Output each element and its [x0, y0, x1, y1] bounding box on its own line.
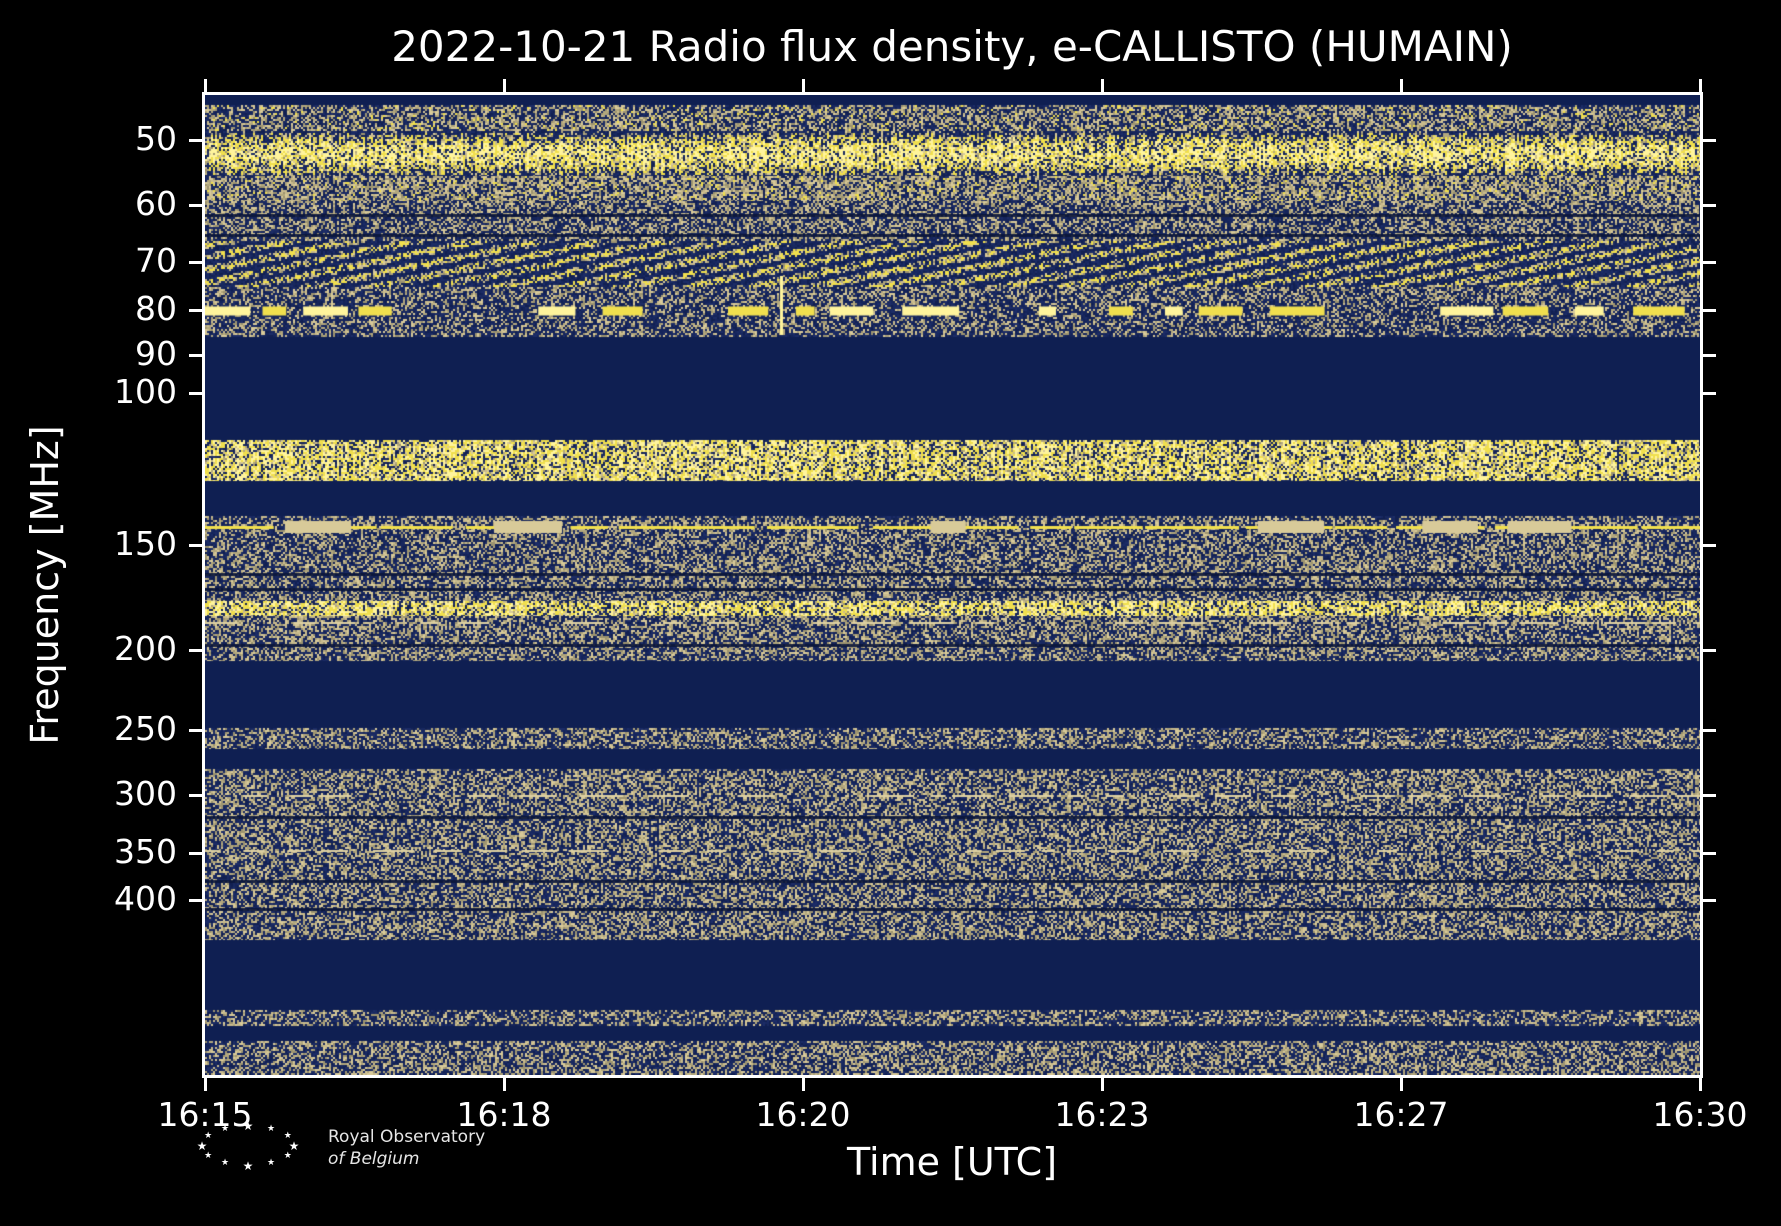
y-tick-mark	[189, 793, 202, 797]
y-axis-label: Frequency [MHz]	[23, 425, 67, 745]
x-tick-mark	[1699, 1078, 1702, 1091]
star-icon: ★	[288, 1139, 300, 1153]
x-tick-label: 16:20	[755, 1095, 851, 1134]
y-tick-mark	[189, 851, 202, 855]
star-icon: ★	[220, 1123, 230, 1134]
star-icon: ★	[204, 1131, 213, 1141]
x-tick-mark	[204, 1078, 207, 1091]
y-tick-label: 60	[135, 183, 177, 223]
y-tick-mark-right	[1703, 308, 1716, 312]
y-tick-label: 80	[135, 288, 177, 328]
rob-logo-line1: Royal Observatory	[328, 1127, 486, 1147]
y-tick-mark	[189, 203, 202, 207]
x-tick-mark-top	[1101, 79, 1104, 92]
star-icon: ★	[283, 1151, 292, 1161]
x-tick-label: 16:30	[1652, 1095, 1748, 1134]
y-tick-mark	[189, 308, 202, 312]
rob-logo: ★ ★ ★ ★ ★ ★ ★ ★ ★ ★ ★ ★ Royal Observatory of Belgiu…	[190, 1118, 660, 1198]
y-tick-label: 50	[135, 119, 177, 159]
y-tick-mark-right	[1703, 353, 1716, 357]
star-icon: ★	[196, 1139, 208, 1153]
y-tick-mark	[189, 898, 202, 902]
y-tick-mark-right	[1703, 898, 1716, 902]
x-axis-label: Time [UTC]	[846, 1140, 1058, 1184]
x-tick-mark	[1101, 1078, 1104, 1091]
spectrogram-canvas	[205, 95, 1700, 1075]
x-tick-mark-top	[802, 79, 805, 92]
chart-title: 2022-10-21 Radio flux density, e-CALLIST…	[391, 22, 1513, 71]
star-icon: ★	[266, 1158, 276, 1169]
y-tick-mark-right	[1703, 139, 1716, 143]
y-tick-mark	[189, 391, 202, 395]
y-tick-mark-right	[1703, 851, 1716, 855]
star-icon: ★	[242, 1119, 254, 1133]
x-tick-mark-top	[204, 79, 207, 92]
y-tick-mark-right	[1703, 648, 1716, 652]
x-tick-mark	[1400, 1078, 1403, 1091]
x-tick-mark	[503, 1078, 506, 1091]
y-tick-mark	[189, 543, 202, 547]
y-tick-label: 90	[135, 333, 177, 373]
star-icon: ★	[266, 1123, 276, 1134]
y-tick-mark	[189, 139, 202, 143]
y-tick-mark-right	[1703, 203, 1716, 207]
star-icon: ★	[204, 1151, 213, 1161]
y-tick-mark-right	[1703, 543, 1716, 547]
y-tick-mark-right	[1703, 793, 1716, 797]
x-tick-label: 16:27	[1353, 1095, 1449, 1134]
y-tick-label: 350	[114, 831, 177, 871]
star-icon: ★	[242, 1159, 254, 1173]
x-tick-label: 16:23	[1054, 1095, 1150, 1134]
y-tick-mark	[189, 353, 202, 357]
rob-logo-text: Royal Observatory of Belgium	[328, 1126, 485, 1170]
y-tick-mark	[189, 729, 202, 733]
x-tick-mark	[802, 1078, 805, 1091]
y-tick-mark	[189, 260, 202, 264]
y-tick-mark	[189, 648, 202, 652]
x-tick-mark-top	[1400, 79, 1403, 92]
star-icon: ★	[220, 1158, 230, 1169]
plot-area	[202, 92, 1703, 1078]
y-tick-label: 400	[114, 878, 177, 918]
y-tick-label: 70	[135, 240, 177, 280]
x-tick-mark-top	[1699, 79, 1702, 92]
star-icon: ★	[283, 1131, 292, 1141]
y-tick-label: 100	[114, 371, 177, 411]
y-tick-label: 300	[114, 773, 177, 813]
rob-logo-line2: of Belgium	[328, 1149, 420, 1170]
x-tick-mark-top	[503, 79, 506, 92]
y-tick-mark-right	[1703, 260, 1716, 264]
y-tick-mark-right	[1703, 391, 1716, 395]
y-tick-mark-right	[1703, 729, 1716, 733]
rob-stars-icon: ★ ★ ★ ★ ★ ★ ★ ★ ★ ★ ★ ★	[190, 1118, 310, 1176]
